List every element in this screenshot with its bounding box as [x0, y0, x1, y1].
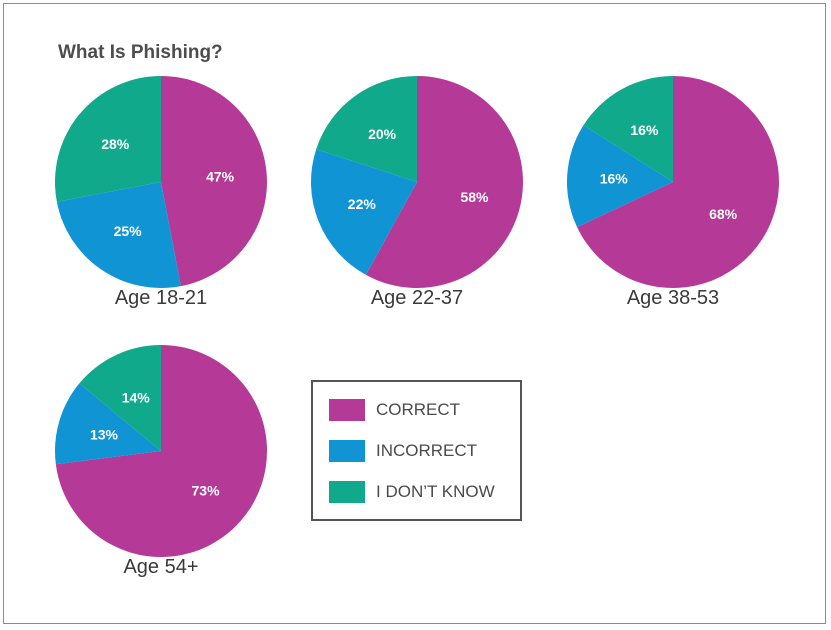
pie-slice-label: 73% — [192, 482, 221, 498]
pie-slice — [316, 76, 417, 182]
pie-svg: 68% 16% 16% — [567, 76, 780, 288]
pie-slice — [310, 149, 417, 275]
pie-slice-label: 58% — [460, 189, 489, 205]
pie-slice — [55, 383, 162, 465]
pie-caption: Age 18-21 — [114, 287, 208, 309]
pie-caption: Age 54+ — [123, 556, 199, 578]
legend-label: I DON’T KNOW — [376, 482, 495, 501]
pie-slice-label: 22% — [348, 196, 377, 212]
pie-slice-label: 25% — [114, 223, 143, 239]
chart-title: What Is Phishing? — [58, 42, 223, 63]
legend-item-incorrect: INCORRECT — [329, 440, 477, 462]
pie-chart-age-22-37: 58% 22% 20% Age 22-37 — [302, 67, 532, 337]
legend: CORRECT INCORRECT I DON’T KNOW — [311, 380, 522, 521]
pie-svg: 47% 25% 28% — [55, 76, 267, 288]
pie-slice — [56, 182, 181, 288]
legend-item-dont-know: I DON’T KNOW — [329, 481, 495, 503]
pie-slice — [583, 76, 673, 182]
pie-slice — [55, 345, 268, 557]
pie-slice-label: 16% — [600, 170, 629, 186]
pie-caption: Age 22-37 — [370, 287, 464, 309]
pie-slice — [55, 76, 161, 202]
pie-chart-age-18-21: 47% 25% 28% Age 18-21 — [46, 67, 276, 337]
pie-slice-label: 68% — [709, 206, 738, 222]
pie-slice-label: 13% — [90, 426, 119, 442]
pie-slice-label: 14% — [122, 389, 151, 405]
pie-slice — [577, 76, 780, 288]
pie-slice-label: 47% — [206, 168, 235, 184]
legend-swatch-dont-know — [329, 481, 365, 503]
legend-item-correct: CORRECT — [329, 399, 460, 421]
pie-slice-label: 28% — [101, 136, 130, 152]
legend-swatch-incorrect — [329, 440, 365, 462]
legend-label: INCORRECT — [376, 441, 478, 460]
pie-svg: 73% 13% 14% — [55, 345, 268, 557]
pie-chart-age-54-plus: 73% 13% 14% Age 54+ — [46, 336, 276, 606]
legend-label: CORRECT — [376, 400, 461, 419]
pie-slice — [567, 125, 673, 228]
legend-swatch-correct — [329, 399, 365, 421]
pie-slice-label: 16% — [630, 122, 659, 138]
pie-svg: 58% 22% 20% — [310, 76, 523, 288]
pie-slice — [79, 345, 161, 451]
pie-caption: Age 38-53 — [626, 287, 720, 309]
pie-chart-age-38-53: 68% 16% 16% Age 38-53 — [558, 67, 788, 337]
pie-slice — [365, 76, 523, 288]
pie-slice — [161, 76, 267, 287]
pie-slice-label: 20% — [368, 126, 397, 142]
